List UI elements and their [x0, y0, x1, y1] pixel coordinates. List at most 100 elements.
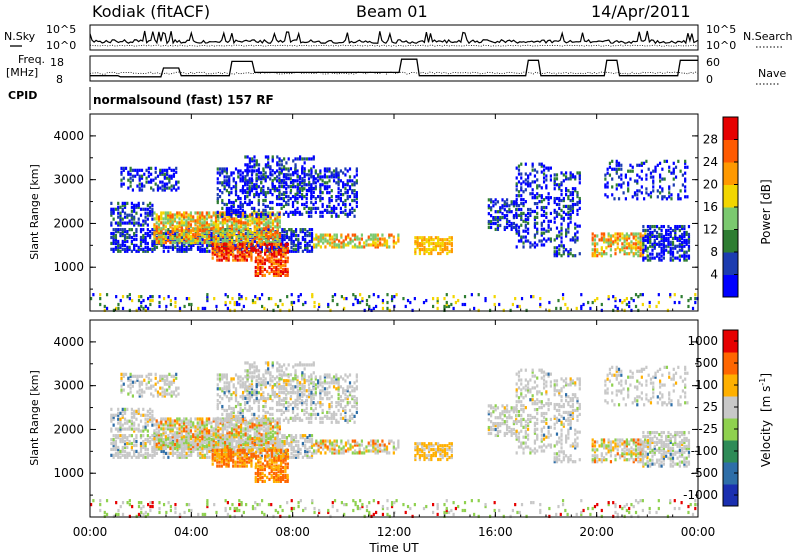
- power-cell: [328, 196, 331, 201]
- power-cell: [142, 239, 145, 244]
- velocity-cell: [162, 423, 165, 427]
- power-cell: [623, 252, 626, 256]
- velocity-cell: [161, 386, 164, 390]
- power-cell: [253, 206, 256, 211]
- power-cell: [225, 246, 228, 250]
- power-cell: [262, 192, 265, 196]
- velocity-cell: [288, 443, 291, 448]
- power-cell: [194, 219, 197, 223]
- power-cell: [262, 177, 265, 181]
- power-cell: [414, 251, 417, 256]
- power-cell: [317, 235, 320, 239]
- power-cell: [189, 238, 193, 243]
- power-cell: [278, 167, 281, 171]
- power-cell: [553, 250, 556, 254]
- power-cell: [615, 169, 618, 173]
- velocity-cell: [123, 421, 127, 425]
- power-cell: [155, 213, 158, 217]
- power-cell: [443, 304, 446, 309]
- power-cell: [667, 250, 670, 254]
- velocity-cell: [151, 417, 154, 421]
- power-cell: [634, 293, 638, 297]
- power-cell: [238, 296, 241, 301]
- power-cell: [668, 185, 671, 189]
- power-cell: [522, 219, 525, 223]
- power-cell: [356, 237, 359, 241]
- power-cell: [351, 183, 354, 187]
- power-cell: [312, 177, 315, 181]
- power-cell: [128, 235, 131, 240]
- velocity-cell: [149, 415, 152, 419]
- power-cell: [203, 215, 206, 219]
- power-cell: [383, 241, 386, 245]
- power-cell: [531, 168, 534, 172]
- power-cell: [262, 227, 265, 231]
- power-cell: [517, 213, 521, 218]
- velocity-cell: [177, 392, 180, 396]
- power-cell: [669, 230, 672, 235]
- power-cell: [126, 230, 129, 234]
- power-cell: [351, 210, 354, 214]
- power-cell: [517, 180, 521, 184]
- velocity-cell: [180, 451, 184, 455]
- power-cell: [241, 202, 244, 207]
- power-cell: [628, 234, 631, 238]
- power-cell: [244, 240, 247, 245]
- power-cell: [314, 206, 317, 211]
- power-cell: [294, 194, 297, 199]
- power-cell: [301, 237, 304, 242]
- velocity-cell: [135, 455, 138, 459]
- power-cell: [142, 207, 145, 211]
- power-cell: [365, 243, 368, 247]
- power-cell: [673, 293, 676, 297]
- power-cell: [228, 225, 231, 229]
- power-cell: [555, 250, 559, 254]
- power-cell: [633, 193, 637, 197]
- power-cell: [299, 157, 302, 161]
- velocity-cell: [120, 378, 123, 382]
- power-cell: [210, 231, 213, 236]
- power-cell: [681, 254, 684, 258]
- power-cell: [242, 240, 245, 245]
- power-cell: [414, 236, 417, 240]
- power-cell: [310, 187, 313, 191]
- velocity-cell: [163, 390, 166, 394]
- power-cell: [560, 222, 563, 226]
- power-cell: [623, 236, 626, 240]
- power-cell: [189, 217, 193, 221]
- power-cell: [292, 300, 296, 305]
- power-cell: [524, 219, 527, 223]
- power-cell: [625, 232, 628, 236]
- power-cell: [241, 244, 244, 248]
- power-cell: [618, 238, 622, 242]
- velocity-cell: [251, 449, 254, 454]
- power-cell: [313, 300, 316, 305]
- power-cell: [281, 237, 284, 242]
- velocity-cell: [171, 425, 174, 429]
- velocity-cell: [120, 390, 123, 394]
- power-cell: [347, 241, 350, 245]
- velocity-cell: [187, 437, 190, 441]
- power-cell: [330, 173, 333, 177]
- power-cell: [298, 212, 301, 216]
- power-cell: [299, 155, 302, 159]
- power-cell: [176, 227, 179, 231]
- power-cell: [254, 300, 257, 305]
- velocity-cell: [144, 441, 147, 446]
- power-cell: [296, 179, 299, 183]
- power-cell: [212, 237, 215, 241]
- power-cell: [315, 235, 318, 239]
- power-cell: [547, 196, 550, 200]
- power-cell: [226, 235, 229, 239]
- power-cell: [212, 235, 215, 239]
- power-cell: [508, 219, 511, 224]
- power-cell: [253, 229, 256, 233]
- power-cell: [277, 271, 280, 276]
- power-cell: [249, 213, 252, 217]
- power-cell: [189, 231, 193, 235]
- power-cell: [385, 239, 389, 243]
- power-cell: [244, 214, 247, 218]
- power-cell: [269, 171, 272, 175]
- power-cell: [307, 169, 311, 173]
- power-cell: [157, 229, 161, 233]
